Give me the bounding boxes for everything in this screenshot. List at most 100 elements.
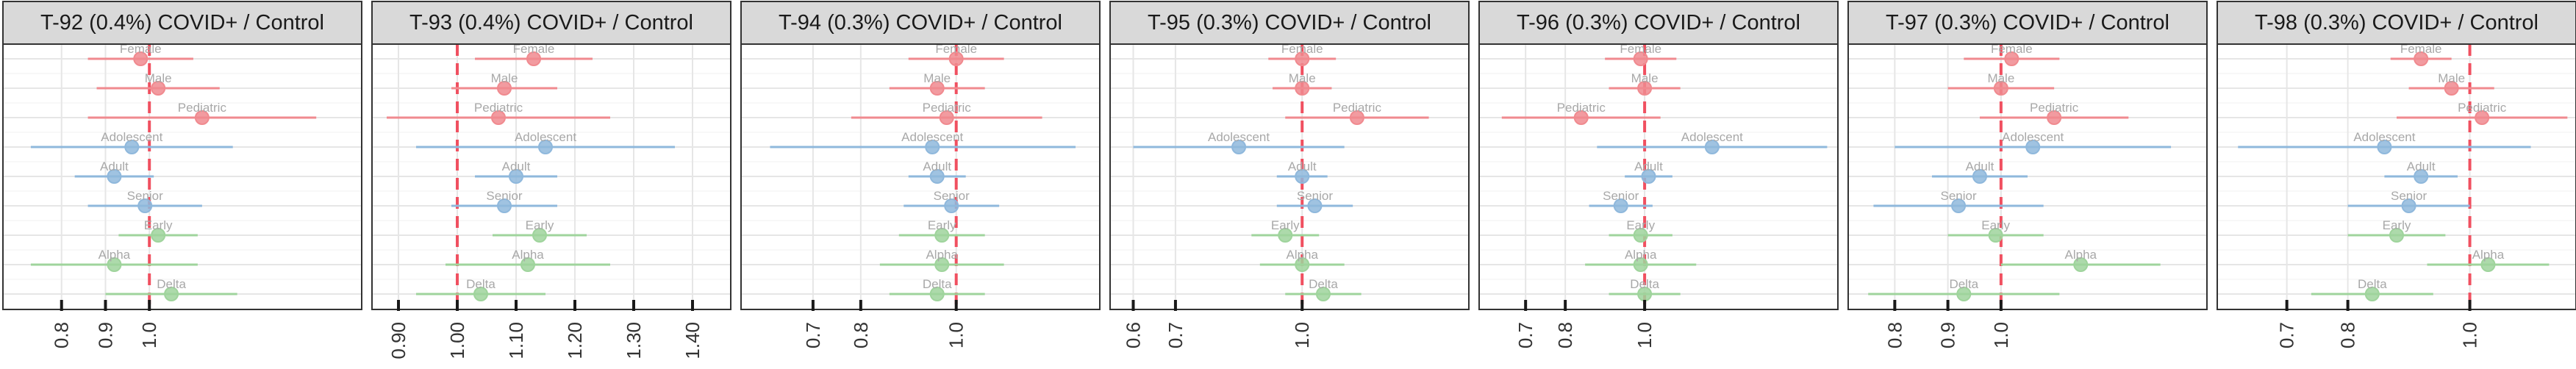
- point-estimate: [133, 51, 149, 66]
- point-label: Adult: [1634, 160, 1663, 173]
- point-estimate: [1704, 140, 1720, 154]
- point-estimate: [509, 169, 523, 184]
- point-estimate: [1956, 287, 1972, 301]
- point-estimate: [1295, 51, 1310, 66]
- point-estimate: [2444, 81, 2459, 96]
- point-estimate: [124, 140, 140, 154]
- point-label: Adult: [2407, 160, 2436, 173]
- axis-tick-label: 1.0: [2459, 322, 2481, 348]
- axis-tick-label: 1.20: [564, 322, 586, 359]
- point-estimate: [1637, 81, 1653, 96]
- axis-tick-label: 1.0: [1990, 322, 2012, 348]
- point-label: Adolescent: [101, 130, 162, 144]
- point-label: Adult: [502, 160, 531, 173]
- point-estimate: [2377, 140, 2392, 154]
- point-estimate: [2004, 51, 2019, 66]
- point-estimate: [1633, 257, 1648, 272]
- axis-tick-label: 0.90: [387, 322, 409, 359]
- point-label: Delta: [923, 277, 952, 291]
- axis-tick-label: 0.6: [1122, 322, 1144, 348]
- point-label: Pediatric: [1557, 101, 1606, 115]
- point-estimate: [526, 51, 541, 66]
- point-label: Female: [1991, 42, 2033, 56]
- point-estimate: [520, 257, 535, 272]
- axis-tick-label: 1.0: [138, 322, 160, 348]
- point-label: Adult: [1288, 160, 1317, 173]
- point-label: Pediatric: [474, 101, 523, 115]
- point-label: Female: [1620, 42, 1661, 56]
- point-label: Male: [1289, 71, 1316, 85]
- point-estimate: [2047, 110, 2062, 125]
- point-estimate: [137, 198, 153, 213]
- panel-border: [740, 43, 1101, 310]
- point-estimate: [1231, 140, 1247, 154]
- point-label: Female: [1281, 42, 1323, 56]
- panel-border: [2, 43, 362, 310]
- point-estimate: [1307, 198, 1323, 213]
- point-estimate: [2025, 140, 2041, 154]
- point-estimate: [1573, 110, 1589, 125]
- point-estimate: [1641, 169, 1656, 184]
- facet-panel: T-94 (0.3%) COVID+ / Control Female Male Pe…: [740, 1, 1101, 348]
- point-estimate: [1349, 110, 1364, 125]
- point-label: Adolescent: [515, 130, 576, 144]
- facet-panel: T-96 (0.3%) COVID+ / Control Female Male Pe…: [1478, 1, 1839, 348]
- point-estimate: [939, 110, 954, 125]
- point-label: Adolescent: [1681, 130, 1743, 144]
- point-estimate: [948, 51, 964, 66]
- point-label: Early: [1271, 218, 1300, 232]
- point-label: Senior: [486, 189, 522, 203]
- point-estimate: [934, 228, 950, 243]
- point-label: Delta: [1309, 277, 1338, 291]
- panel-border: [1847, 43, 2208, 310]
- point-label: Alpha: [1625, 248, 1657, 262]
- facet-title: T-96 (0.3%) COVID+ / Control: [1517, 11, 1800, 35]
- point-label: Early: [144, 218, 173, 232]
- facet-strip: [740, 1, 1101, 45]
- point-label: Delta: [2358, 277, 2387, 291]
- axis-tick-label: 0.8: [2337, 322, 2359, 348]
- axis-tick-label: 1.0: [1634, 322, 1656, 348]
- point-estimate: [491, 110, 506, 125]
- facet-panel: T-98 (0.3%) COVID+ / Control Female Male Pe…: [2217, 1, 2576, 348]
- point-estimate: [1993, 81, 2008, 96]
- facet-strip: [1109, 1, 1470, 45]
- point-label: Alpha: [2472, 248, 2505, 262]
- point-label: Adolescent: [2353, 130, 2415, 144]
- point-label: Early: [928, 218, 956, 232]
- axis-tick-label: 0.7: [1164, 322, 1187, 348]
- point-label: Delta: [1630, 277, 1659, 291]
- point-label: Adolescent: [901, 130, 963, 144]
- point-label: Pediatric: [1333, 101, 1382, 115]
- point-label: Adult: [100, 160, 129, 173]
- point-label: Female: [935, 42, 977, 56]
- axis-tick-label: 0.8: [1883, 322, 1906, 348]
- point-label: Pediatric: [923, 101, 972, 115]
- point-label: Senior: [1603, 189, 1639, 203]
- facet-panel: T-97 (0.3%) COVID+ / Control Female Male Pe…: [1847, 1, 2208, 348]
- point-label: Alpha: [926, 248, 958, 262]
- point-label: Early: [1626, 218, 1655, 232]
- point-label: Delta: [1949, 277, 1978, 291]
- point-label: Senior: [127, 189, 163, 203]
- point-estimate: [2414, 169, 2429, 184]
- point-label: Alpha: [1286, 248, 1318, 262]
- axis-tick-label: 0.8: [51, 322, 73, 348]
- point-label: Male: [923, 71, 951, 85]
- point-estimate: [1633, 51, 1648, 66]
- point-label: Alpha: [512, 248, 544, 262]
- point-label: Pediatric: [178, 101, 227, 115]
- point-label: Adolescent: [1208, 130, 1270, 144]
- axis-tick-label: 0.7: [2276, 322, 2298, 348]
- facet-strip: [1478, 1, 1839, 45]
- facet-strip: [2, 1, 362, 45]
- point-estimate: [1315, 287, 1331, 301]
- facet-strip: [371, 1, 731, 45]
- point-label: Delta: [466, 277, 495, 291]
- point-label: Female: [2400, 42, 2442, 56]
- point-label: Male: [491, 71, 518, 85]
- point-label: Early: [1981, 218, 2010, 232]
- point-label: Early: [2383, 218, 2411, 232]
- point-estimate: [1972, 169, 1987, 184]
- axis-tick-label: 0.9: [94, 322, 116, 348]
